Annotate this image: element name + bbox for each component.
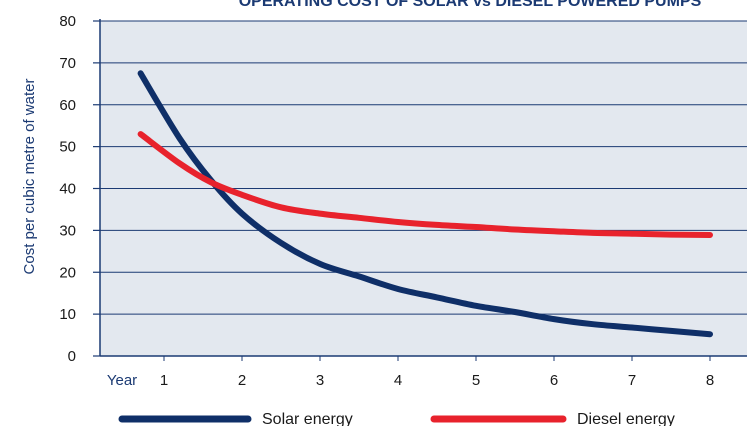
y-tick-label: 70 xyxy=(59,55,76,72)
y-tick-label: 10 xyxy=(59,306,76,323)
series-line-diesel-energy xyxy=(137,131,713,238)
legend-label-diesel-energy: Diesel energy xyxy=(577,411,675,426)
x-tick-label: 1 xyxy=(160,372,168,389)
y-tick-label: 60 xyxy=(59,97,76,114)
legend: Solar energy Diesel energy xyxy=(118,411,675,426)
y-tick-label: 20 xyxy=(59,264,76,281)
legend-label-solar-energy: Solar energy xyxy=(262,411,353,426)
y-axis-label: Cost per cubic metre of water xyxy=(21,79,38,275)
chart-title: OPERATING COST OF SOLAR vs DIESEL POWERE… xyxy=(239,0,702,10)
y-tick-label: 30 xyxy=(59,222,76,239)
x-tick-label: 6 xyxy=(550,372,558,389)
series-line-solar-energy xyxy=(137,70,713,338)
x-tick-label: 3 xyxy=(316,372,324,389)
x-tick-label: 5 xyxy=(472,372,480,389)
y-tick-label: 40 xyxy=(59,181,76,198)
series-group xyxy=(137,70,713,338)
y-tick-label: 0 xyxy=(68,348,76,365)
y-tick-label: 80 xyxy=(59,13,76,30)
axes xyxy=(93,19,747,361)
grid xyxy=(100,20,747,315)
x-tick-label: 4 xyxy=(394,372,402,389)
y-tick-label: 50 xyxy=(59,139,76,156)
x-tick-label: 7 xyxy=(628,372,636,389)
tick-labels: 0 10 20 30 40 50 60 70 80 1 2 3 4 5 6 7 8 xyxy=(59,13,714,389)
x-axis-label: Year xyxy=(107,372,137,389)
x-tick-label: 8 xyxy=(706,372,714,389)
x-tick-label: 2 xyxy=(238,372,246,389)
